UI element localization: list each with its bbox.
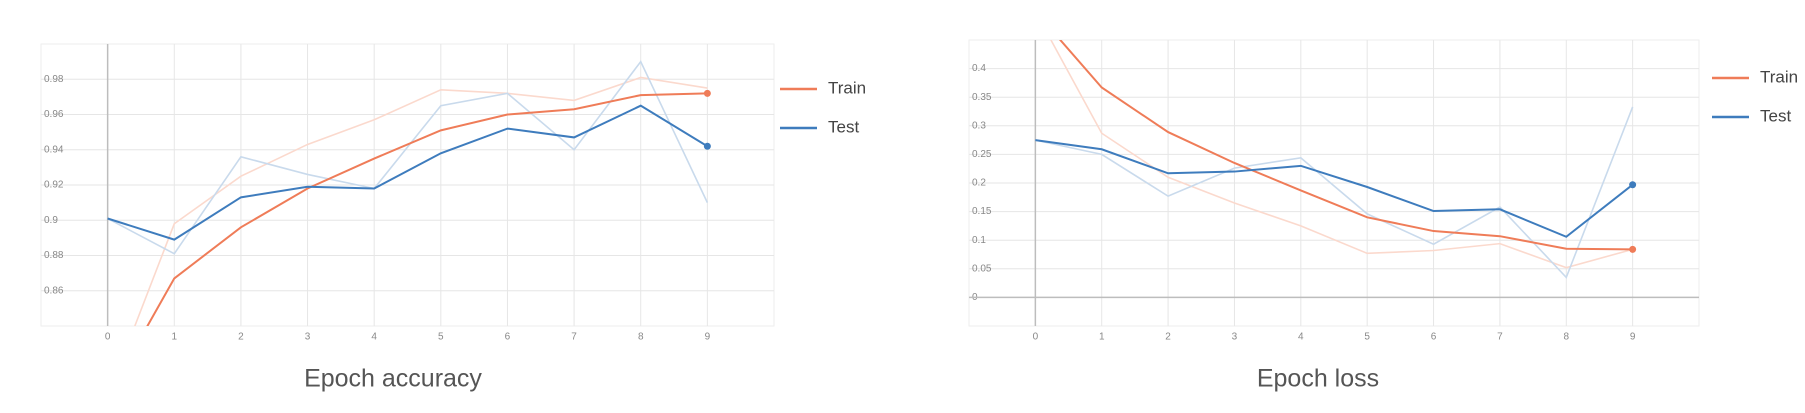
y-tick-label: 0.3 bbox=[972, 120, 986, 131]
legend-label: Train bbox=[1760, 67, 1798, 86]
x-tick-label: 2 bbox=[1165, 332, 1171, 343]
series-line bbox=[1035, 139, 1634, 238]
x-tick-label: 1 bbox=[171, 332, 177, 343]
x-tick-label: 7 bbox=[571, 332, 577, 343]
legend-label: Test bbox=[1760, 106, 1791, 125]
end-point bbox=[703, 142, 711, 150]
x-tick-label: 7 bbox=[1497, 332, 1503, 343]
end-point bbox=[1629, 181, 1637, 189]
y-tick-label: 0.15 bbox=[972, 206, 992, 217]
series-line bbox=[1058, 40, 1633, 251]
raw-line bbox=[107, 60, 709, 255]
x-tick-label: 6 bbox=[1431, 332, 1437, 343]
x-tick-label: 5 bbox=[1364, 332, 1370, 343]
series-line bbox=[107, 104, 708, 241]
chart: 00.050.10.150.20.250.30.350.40123456789T… bbox=[968, 39, 1798, 393]
y-tick-label: 0.35 bbox=[972, 92, 992, 103]
end-point bbox=[1629, 245, 1637, 253]
x-tick-label: 3 bbox=[1232, 332, 1238, 343]
x-tick-label: 9 bbox=[1630, 332, 1636, 343]
raw-line bbox=[133, 76, 708, 326]
end-point bbox=[703, 89, 711, 97]
y-tick-label: 0.1 bbox=[972, 235, 986, 246]
x-tick-label: 1 bbox=[1099, 332, 1105, 343]
x-tick-label: 6 bbox=[505, 332, 511, 343]
y-tick-label: 0.94 bbox=[44, 144, 64, 155]
x-tick-label: 0 bbox=[105, 332, 111, 343]
x-tick-label: 4 bbox=[1298, 332, 1304, 343]
legend-label: Test bbox=[828, 117, 859, 136]
chart: 0.86 0.88 0.9 0.92 0.94 0.96 0.98 0 1 2 3 4 5 6 7 8 9 Tra… bbox=[40, 43, 866, 393]
y-tick-label: 0.9 bbox=[44, 215, 58, 226]
raw-line bbox=[1035, 106, 1634, 279]
chart-title: Epoch accuracy bbox=[304, 365, 482, 393]
x-tick-label: 2 bbox=[238, 332, 244, 343]
y-tick-label: 0.4 bbox=[972, 63, 986, 74]
chart-title: Epoch loss bbox=[1257, 365, 1379, 393]
y-tick-label: 0.05 bbox=[972, 263, 992, 274]
x-tick-label: 8 bbox=[1563, 332, 1569, 343]
y-tick-label: 0.88 bbox=[44, 250, 64, 261]
x-tick-label: 9 bbox=[705, 332, 711, 343]
y-tick-label: 0.92 bbox=[44, 180, 64, 191]
y-tick-label: 0.96 bbox=[44, 109, 64, 120]
x-tick-label: 4 bbox=[371, 332, 377, 343]
x-tick-label: 8 bbox=[638, 332, 644, 343]
y-tick-label: 0.98 bbox=[44, 74, 64, 85]
y-tick-label: 0.25 bbox=[972, 149, 992, 160]
x-tick-label: 5 bbox=[438, 332, 444, 343]
legend-label: Train bbox=[828, 78, 866, 97]
series-line bbox=[146, 92, 708, 326]
x-tick-label: 3 bbox=[305, 332, 311, 343]
x-tick-label: 0 bbox=[1033, 332, 1039, 343]
y-tick-label: 0.2 bbox=[972, 178, 986, 189]
raw-line bbox=[1050, 40, 1633, 269]
y-tick-label: 0.86 bbox=[44, 285, 64, 296]
